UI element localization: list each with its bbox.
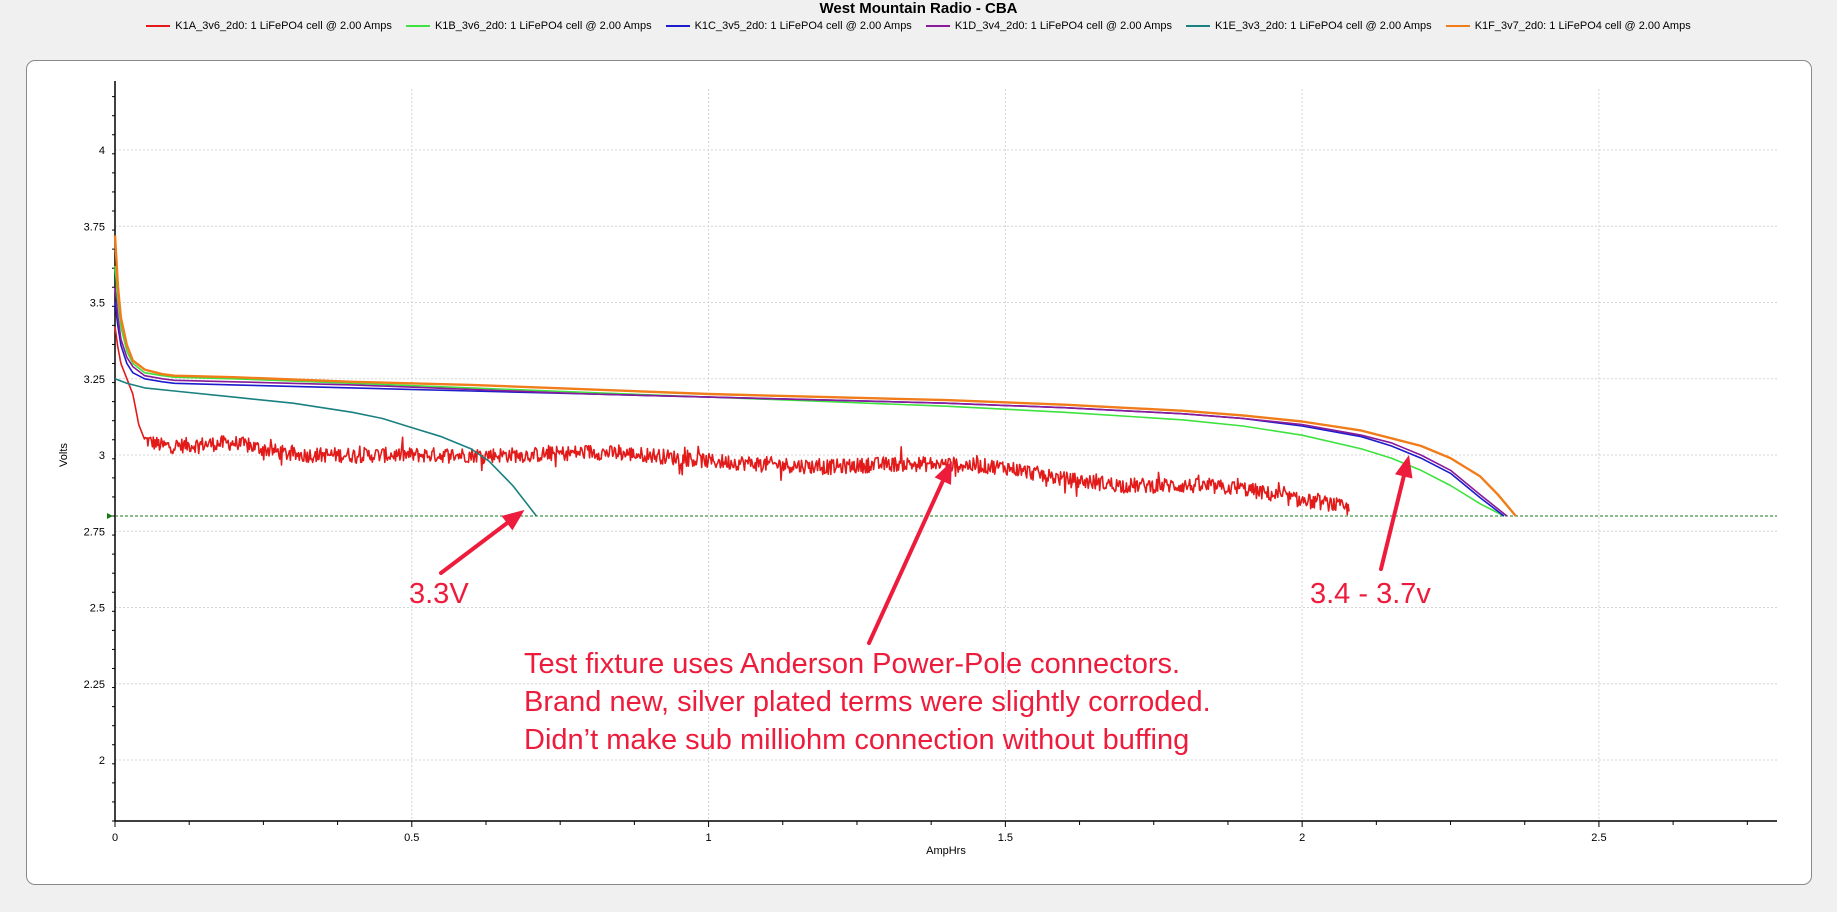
y-tick-label: 2 [99,755,105,767]
x-tick-label: 2.5 [1591,832,1606,844]
series-line [114,265,1505,517]
series-line [114,302,1505,517]
plot-area: 0 0.5 1 1.5 2 2.5 2 2.25 2.5 2.75 3 3.25 3.5 3.75 4 Amp… [58,81,1777,857]
legend-label: K1D_3v4_2d0: 1 LiFePO4 cell @ 2.00 Amps [954,20,1173,32]
x-tick-label: 0 [112,832,118,844]
annotation-arrowhead [1395,455,1413,479]
legend-label: K1F_3v7_2d0: 1 LiFePO4 cell @ 2.00 Amps [1474,20,1691,32]
legend-swatch [146,25,171,27]
annotation-line-3: Didn’t make sub milliohm connection with… [524,724,1190,756]
legend-item: K1C_3v5_2d0: 1 LiFePO4 cell @ 2.00 Amps [665,20,912,32]
annotation-arrowhead [934,461,952,485]
y-tick-label: 3 [99,450,105,462]
legend-label: K1C_3v5_2d0: 1 LiFePO4 cell @ 2.00 Amps [694,20,912,32]
x-tick-label: 1.5 [998,832,1013,844]
annotation-3v3: 3.3V [409,578,469,610]
annotation-3v4-3v7: 3.4 - 3.7v [1310,578,1431,610]
x-tick-label: 2 [1299,832,1305,844]
y-tick-label: 3.5 [90,298,105,310]
series-line [114,378,538,517]
y-tick-label: 4 [99,145,105,157]
legend-item: K1E_3v3_2d0: 1 LiFePO4 cell @ 2.00 Amps [1186,20,1432,32]
chart-title: West Mountain Radio - CBA [819,0,1018,17]
cutoff-marker [107,513,113,519]
annotation-arrow [439,521,510,575]
y-tick-label: 3.75 [84,221,105,233]
y-tick-label: 2.25 [84,679,105,691]
x-tick-label: 1 [706,832,712,844]
legend-item: K1B_3v6_2d0: 1 LiFePO4 cell @ 2.00 Amps [405,20,652,32]
annotation-line-1: Test fixture uses Anderson Power-Pole co… [524,648,1181,680]
y-tick-label: 3.25 [84,374,105,386]
legend-label: K1A_3v6_2d0: 1 LiFePO4 cell @ 2.00 Amps [175,20,392,32]
series-line [114,287,1508,517]
y-axis-label: Volts [58,443,70,467]
x-axis-label: AmpHrs [926,845,966,857]
annotation-arrow [1379,474,1406,571]
series-line [113,235,1517,517]
annotation-line-2: Brand new, silver plated terms were slig… [524,686,1211,718]
legend-swatch [1445,25,1470,27]
legend-swatch [925,25,950,27]
x-tick-label: 0.5 [404,832,419,844]
annotation-test-fixture: Test fixture uses Anderson Power-Pole co… [524,645,1211,759]
legend-item: K1A_3v6_2d0: 1 LiFePO4 cell @ 2.00 Amps [146,20,392,32]
annotation-arrowhead [501,509,525,531]
legend: K1A_3v6_2d0: 1 LiFePO4 cell @ 2.00 Amps K… [0,17,1837,35]
legend-label: K1B_3v6_2d0: 1 LiFePO4 cell @ 2.00 Amps [434,20,652,32]
series-line [114,326,1350,516]
legend-swatch [1186,25,1211,27]
y-tick-label: 2.5 [90,603,105,615]
legend-item: K1F_3v7_2d0: 1 LiFePO4 cell @ 2.00 Amps [1445,20,1691,32]
legend-label: K1E_3v3_2d0: 1 LiFePO4 cell @ 2.00 Amps [1215,20,1432,32]
y-tick-label: 2.75 [84,526,105,538]
legend-item: K1D_3v4_2d0: 1 LiFePO4 cell @ 2.00 Amps [925,20,1173,32]
legend-swatch [665,25,690,27]
annotation-arrow [867,479,945,645]
legend-swatch [405,25,430,27]
chart-panel: 0 0.5 1 1.5 2 2.5 2 2.25 2.5 2.75 3 3.25 3.5 3.75 4 Amp… [26,60,1812,885]
